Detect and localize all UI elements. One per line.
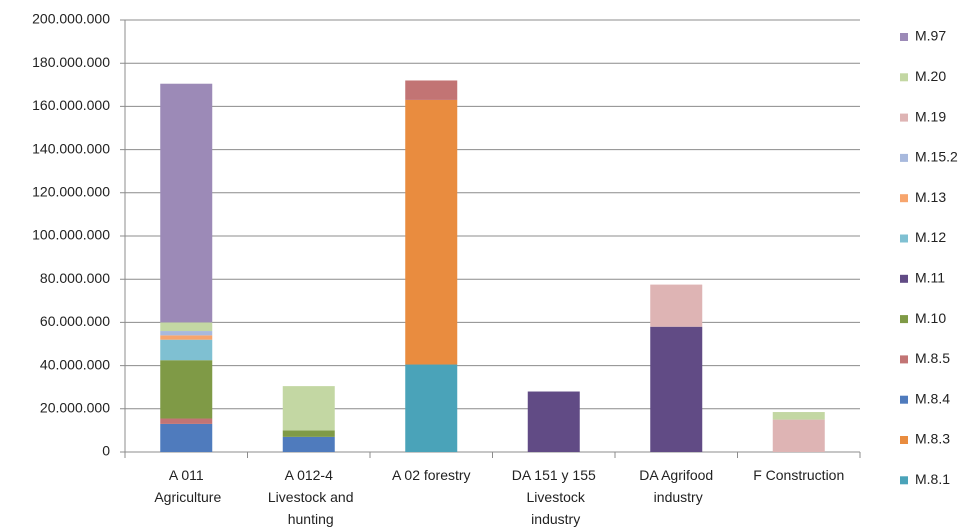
bar-segment (160, 322, 213, 332)
y-tick-label: 100.000.000 (32, 227, 110, 243)
legend-label: M.8.5 (915, 350, 950, 366)
legend-swatch (900, 355, 908, 364)
legend-label: M.19 (915, 108, 946, 124)
x-tick-label: DA Agrifood industry (639, 467, 713, 505)
legend-swatch (900, 476, 908, 485)
bar-segment (160, 335, 213, 340)
legend-swatch (900, 194, 908, 203)
legend-label: M.12 (915, 229, 946, 245)
legend-swatch (900, 274, 908, 283)
bar-segment (282, 386, 335, 431)
bar-segment (772, 412, 825, 420)
legend-label: M.10 (915, 310, 946, 326)
bar-segment (282, 436, 335, 452)
bar-segment (527, 391, 580, 452)
y-tick-label: 20.000.000 (40, 400, 110, 416)
y-tick-label: 40.000.000 (40, 356, 110, 372)
y-tick-label: 80.000.000 (40, 270, 110, 286)
legend-swatch (900, 234, 908, 243)
bar-segment (160, 360, 213, 419)
bar-segment (282, 430, 335, 437)
legend-swatch (900, 73, 908, 82)
legend-swatch (900, 436, 908, 444)
x-tick-label: A 012-4 Livestock and hunting (264, 467, 354, 527)
legend-label: M.20 (915, 68, 946, 84)
x-tick-label: DA 151 y 155 Livestock industry (512, 467, 596, 527)
legend-swatch (900, 315, 908, 324)
x-tick-label: A 011 Agriculture (151, 467, 221, 505)
legend-label: M.8.4 (915, 390, 950, 406)
bar-segment (405, 80, 458, 100)
y-tick-label: 140.000.000 (32, 140, 110, 156)
y-tick-label: 0 (102, 443, 110, 459)
legend-swatch (900, 33, 908, 41)
legend-swatch (900, 395, 908, 404)
bar-segment (160, 83, 213, 323)
bar-segment (160, 423, 213, 452)
bar-segment (650, 284, 703, 327)
bar-segment (405, 99, 458, 365)
legend-label: M.8.1 (915, 471, 950, 487)
legend-label: M.11 (915, 270, 945, 286)
bar-segment (650, 326, 703, 452)
legend-label: M.8.3 (915, 431, 950, 447)
y-tick-label: 120.000.000 (32, 184, 110, 200)
x-tick-label: F Construction (753, 467, 844, 483)
bar-segment (772, 419, 825, 452)
bar-segment (405, 364, 458, 452)
y-tick-label: 160.000.000 (32, 97, 110, 113)
y-tick-label: 180.000.000 (32, 54, 110, 70)
legend-label: M.97 (915, 28, 946, 44)
legend-swatch (900, 113, 908, 122)
bar-segment (160, 339, 213, 361)
legend-label: M.15.2 (915, 149, 958, 165)
legend-swatch (900, 153, 908, 162)
y-tick-label: 60.000.000 (40, 313, 110, 329)
y-tick-label: 200.000.000 (32, 11, 110, 27)
legend-label: M.13 (915, 189, 946, 205)
x-tick-label: A 02 forestry (392, 467, 471, 483)
bar-segment (160, 331, 213, 336)
bar-segment (160, 418, 213, 424)
